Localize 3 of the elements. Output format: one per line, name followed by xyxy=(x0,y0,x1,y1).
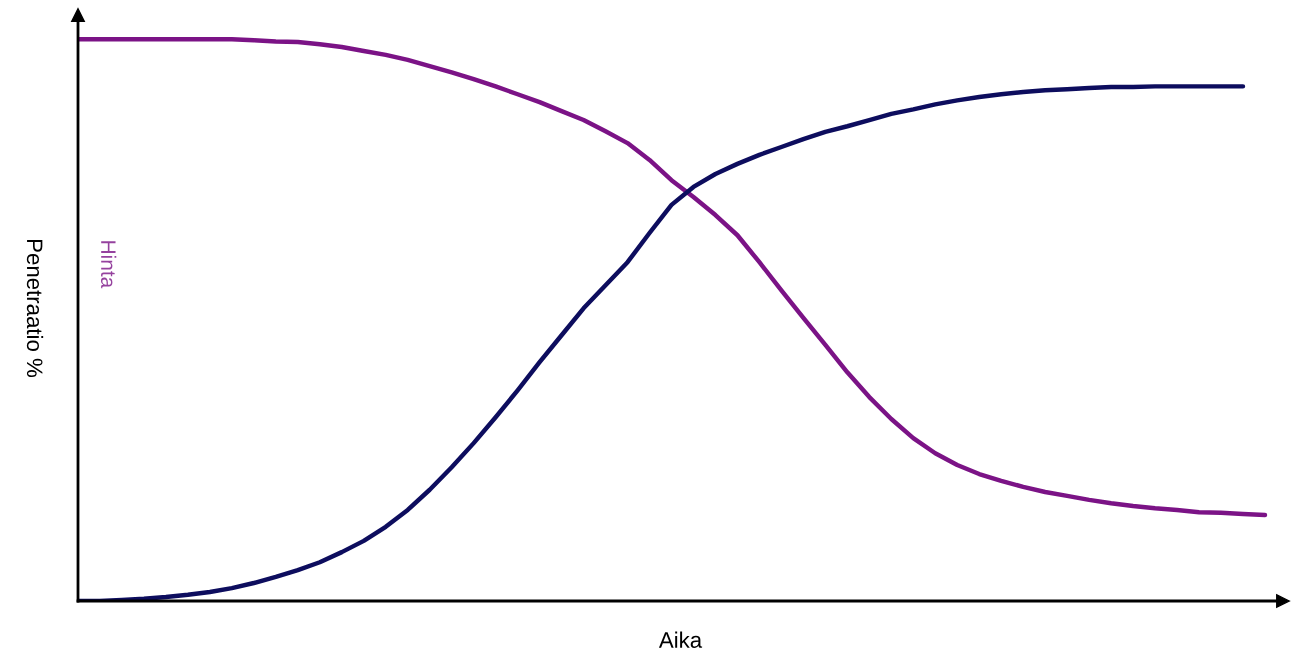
x-axis-title: Aika xyxy=(658,631,703,648)
text: Hinta xyxy=(100,241,117,289)
y-axis-title: Penetraatio % xyxy=(26,240,44,378)
